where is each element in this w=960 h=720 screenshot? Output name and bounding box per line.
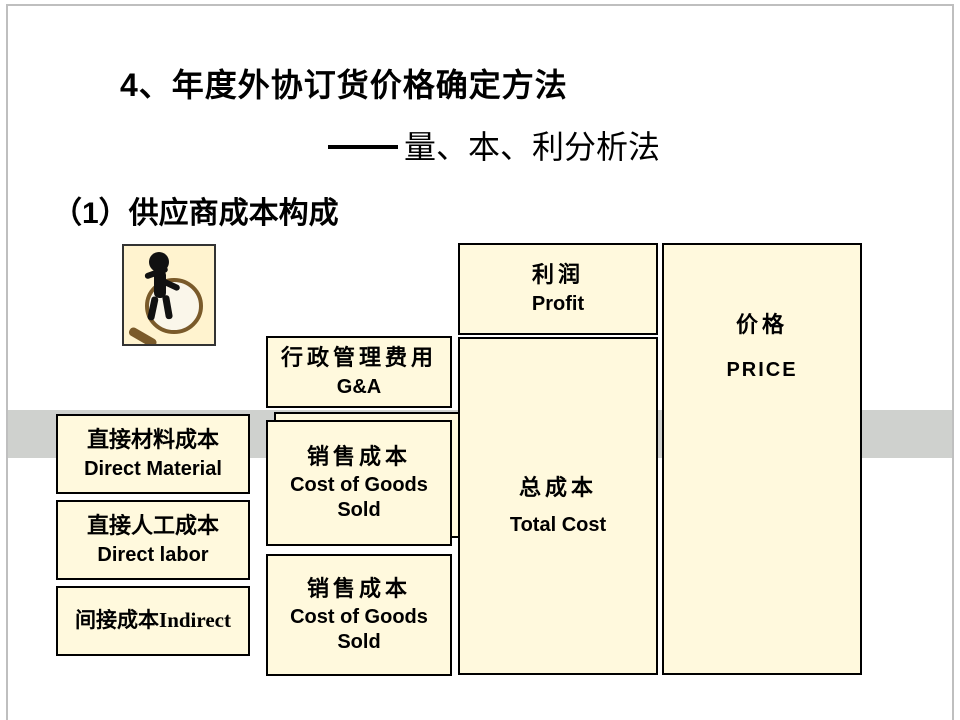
label-en: G&A (337, 375, 381, 400)
subtitle-text: 量、本、利分析法 (404, 129, 660, 165)
box-total-cost: 总成本 Total Cost (458, 337, 658, 675)
box-price: 价格 PRICE (662, 243, 862, 675)
label-en: PRICE (726, 358, 797, 383)
label-en: Total Cost (510, 513, 606, 538)
box-direct-labor: 直接人工成本 Direct labor (56, 500, 250, 580)
label-cn: 销售成本 (307, 575, 411, 604)
magnifier-clipart-icon (122, 244, 216, 346)
label-cn: 直接人工成本 (87, 512, 219, 541)
box-cogs-2: 销售成本 Cost of Goods Sold (266, 554, 452, 676)
page-subtitle: 量、本、利分析法 (328, 122, 660, 168)
label-cn: 销售成本 (307, 443, 411, 472)
slide-frame: 4、年度外协订货价格确定方法 量、本、利分析法 （1）供应商成本构成 直接材料成… (6, 4, 954, 720)
label-cn: 直接材料成本 (87, 426, 219, 455)
title-dash-icon (328, 145, 398, 149)
box-indirect: 间接成本Indirect (56, 586, 250, 656)
page-title: 4、年度外协订货价格确定方法 (120, 60, 568, 106)
label-cn-en: 间接成本Indirect (75, 607, 231, 634)
section-label: （1）供应商成本构成 (52, 188, 339, 232)
label-cn: 行政管理费用 (281, 344, 437, 373)
box-direct-material: 直接材料成本 Direct Material (56, 414, 250, 494)
label-en: Profit (532, 292, 584, 317)
box-profit: 利润 Profit (458, 243, 658, 335)
label-cn: 价格 (736, 311, 788, 340)
label-en: Direct labor (97, 543, 208, 568)
label-en: Direct Material (84, 457, 222, 482)
box-ga: 行政管理费用 G&A (266, 336, 452, 408)
box-cogs-1: 销售成本 Cost of Goods Sold (266, 420, 452, 546)
label-cn: 利润 (532, 261, 584, 290)
label-en: Cost of Goods Sold (268, 473, 450, 523)
label-cn: 总成本 (519, 474, 597, 503)
label-en: Cost of Goods Sold (268, 605, 450, 655)
